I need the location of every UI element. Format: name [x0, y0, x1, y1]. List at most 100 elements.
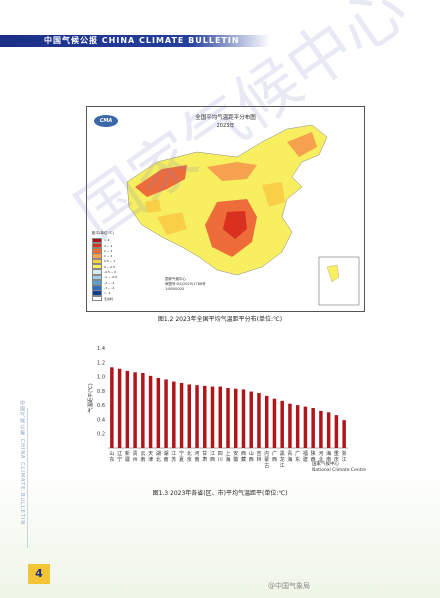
legend-swatch [92, 279, 102, 286]
legend-swatch [92, 290, 102, 296]
header-title: 中国气候公报 CHINA CLIMATE BULLETIN [44, 36, 240, 45]
x-tick-label: 江 [280, 462, 285, 469]
x-tick-label: 南 [326, 456, 331, 463]
x-tick-label: 肃 [202, 456, 207, 463]
x-tick-label: 海 [287, 456, 292, 463]
bar [303, 406, 308, 448]
x-tick-label: 林 [256, 456, 261, 463]
x-tick-label: 辽 [117, 450, 122, 457]
map-credit-line1: 国家气候中心 [165, 277, 186, 281]
x-tick-label: 龙 [280, 456, 285, 463]
legend-swatch [92, 274, 102, 281]
legend-swatch [92, 253, 102, 259]
legend-swatch [92, 263, 102, 270]
legend-label: < -3 [104, 291, 111, 296]
bar [203, 385, 207, 448]
legend-title: 距平(单位:℃) [92, 231, 114, 235]
legend-item: 3 ~ 4 [92, 242, 128, 249]
anomaly-zone-7 [262, 182, 285, 207]
legend-item: -2 ~ -1 [92, 279, 128, 286]
bar [187, 384, 192, 448]
x-tick-label: 四 [218, 451, 223, 457]
x-tick-label: 山 [109, 450, 114, 457]
x-tick-label: 河 [195, 450, 200, 457]
x-tick-label: 甘 [202, 450, 207, 457]
y-tick-label: 0.8 [97, 389, 105, 395]
bar [288, 403, 292, 448]
bar [195, 385, 199, 448]
x-tick-label: 京 [187, 456, 192, 463]
bar [141, 373, 145, 448]
legend-label: 3 ~ 4 [104, 243, 113, 248]
bar [210, 386, 215, 448]
x-tick-label: 青 [287, 450, 292, 457]
x-tick-label: 徽 [233, 456, 238, 463]
x-tick-label: 苏 [171, 456, 176, 463]
chart-credit-line2: National Climate Centre [312, 468, 366, 473]
cma-logo: CMA [94, 115, 118, 127]
sidebar-title: 中国气候公报 CHINA CLIMATE BULLETIN [19, 400, 25, 526]
legend-item: 无资料 [92, 295, 128, 302]
page-number-badge: 4 [28, 564, 50, 584]
bar-chart-svg: 0.20.40.60.81.01.21.4气温距平(℃)山东辽宁新疆贵州云南天津… [87, 346, 348, 469]
y-tick-label: 1.4 [97, 346, 105, 352]
anomaly-zone-2 [207, 162, 257, 181]
legend-item: 1 ~ 2 [92, 253, 128, 259]
legend-item: 2 ~ 3 [92, 248, 128, 254]
x-tick-label: 安 [233, 450, 238, 457]
bar [172, 381, 176, 448]
bar [342, 420, 346, 448]
page-number: 4 [35, 567, 43, 580]
legend-label: 2 ~ 3 [104, 248, 113, 253]
china-map-graphic [126, 124, 360, 306]
x-tick-label: 疆 [125, 457, 130, 463]
legend-swatch [92, 285, 102, 291]
legend-swatch [92, 237, 102, 243]
map-caption: 图1.2 2023年全国平均气温距平分布(单位:℃) [157, 316, 283, 323]
page-header: 中国气候公报 CHINA CLIMATE BULLETIN [0, 35, 440, 47]
legend-swatch [92, 248, 102, 254]
x-tick-label: 南 [140, 456, 145, 463]
x-tick-label: 宁 [179, 450, 184, 457]
south-sea-inset [318, 256, 360, 306]
bar [241, 389, 246, 448]
bar [110, 367, 114, 448]
bar [280, 400, 284, 448]
x-tick-label: 天 [148, 451, 153, 457]
south-sea-islands [326, 264, 340, 283]
bar [311, 408, 315, 448]
sidebar-rule [27, 408, 28, 548]
legend-label: -2 ~ -1 [104, 280, 115, 285]
x-tick-label: 山 [249, 450, 254, 457]
china-landmass [126, 124, 328, 276]
x-tick-label: 西 [241, 451, 246, 457]
chart-caption: 图1.3 2023年各省(区、市)平均气温距平(单位:℃) [152, 490, 288, 497]
bar [148, 375, 153, 448]
bar [133, 372, 137, 448]
bar [264, 395, 269, 448]
x-tick-label: 云 [140, 451, 145, 457]
y-tick-label: 0.4 [97, 417, 105, 423]
x-tick-label: 重 [334, 450, 339, 457]
x-tick-label: 江 [171, 450, 176, 457]
bar [272, 398, 277, 448]
x-tick-label: 北 [156, 456, 161, 463]
anomaly-zone-8 [145, 199, 161, 213]
legend-label: 1 ~ 2 [104, 254, 113, 259]
legend-label: > 4 [104, 238, 110, 243]
legend-label: 无资料 [104, 296, 114, 301]
legend-swatch [92, 295, 102, 302]
province-anomaly-chart: 0.2 0.4 0.6 0.8 1.0 1.2 1.4 气温距平(℃) 山东辽宁新疆贵州云南天津… [86, 340, 356, 485]
x-tick-label: 北 [318, 456, 323, 463]
bar [117, 368, 122, 448]
legend-item: -1 ~ -0.5 [92, 274, 128, 281]
x-tick-label: 西 [249, 457, 254, 463]
x-tick-label: 藏 [241, 456, 246, 463]
x-tick-label: 南 [164, 456, 169, 463]
x-tick-label: 东 [295, 456, 300, 463]
x-tick-label: 庆 [334, 456, 339, 463]
x-tick-label: 夏 [179, 457, 184, 463]
x-tick-label: 内 [264, 450, 269, 457]
anomaly-zone-1 [135, 165, 187, 197]
